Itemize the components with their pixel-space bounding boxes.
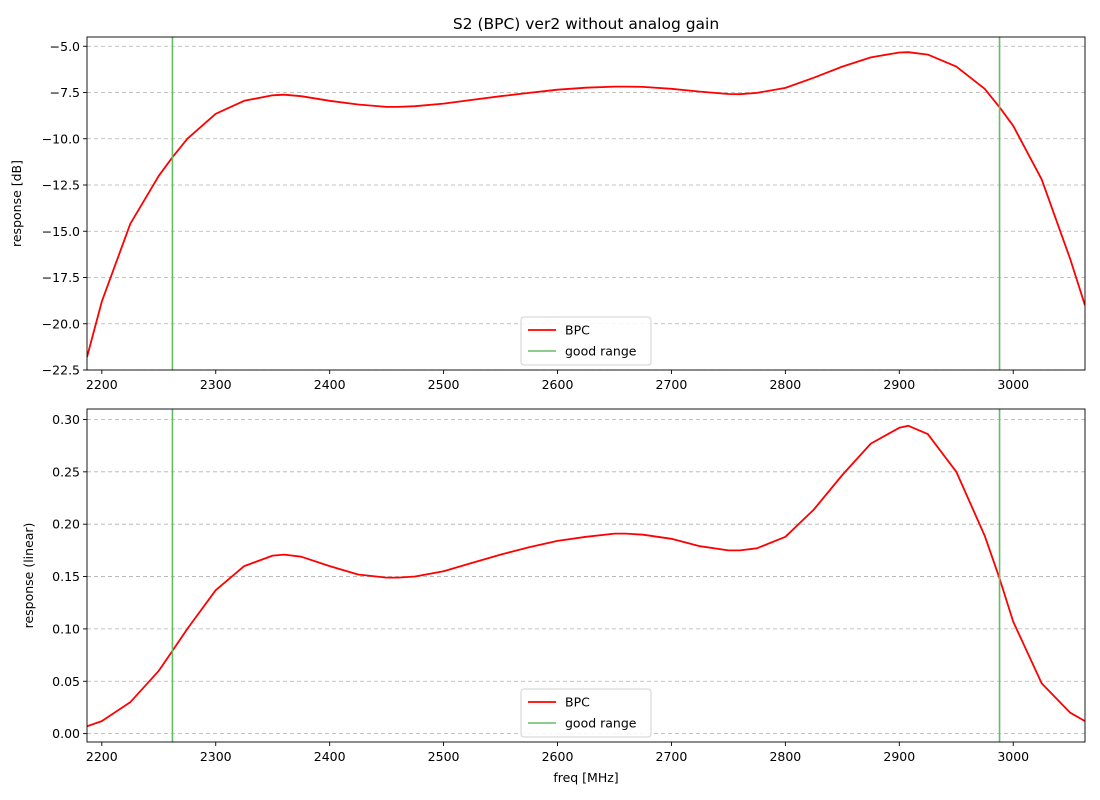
y-tick-label: 0.20 [52,517,80,532]
y-tick-label: −12.5 [42,178,80,193]
y-tick-label: −10.0 [42,131,80,146]
x-tick-label: 2600 [542,377,574,392]
legend-label: good range [565,344,637,359]
plot-frame [86,408,1086,743]
y-tick-label: 0.15 [52,569,80,584]
x-tick-label: 2200 [86,749,118,764]
y-tick-label: −7.5 [50,85,80,100]
x-tick-label: 2300 [200,377,232,392]
x-tick-label: 2500 [428,377,460,392]
y-tick-label: −20.0 [42,316,80,331]
x-tick-label: 2800 [769,749,801,764]
x-tick-label: 3000 [997,377,1029,392]
x-tick-label: 2700 [656,749,688,764]
y-tick-label: −15.0 [42,224,80,239]
y-axis-label: response [dB] [9,160,24,247]
y-tick-label: −22.5 [42,363,80,378]
y-tick-label: 0.30 [52,412,80,427]
chart-panel-db: −22.5 −20.0 −17.5 −15.0 −12.5 −10.0 −7.5 −5.0 22… [9,36,1086,392]
legend-label: BPC [565,323,590,338]
legend: BPC good range [520,688,652,738]
y-tick-label: 0.10 [52,621,80,636]
x-tick-label: 2900 [883,377,915,392]
y-axis-label: response (linear) [21,523,36,629]
x-tick-label: 2500 [428,749,460,764]
x-tick-label: 2400 [314,377,346,392]
x-tick-label: 2700 [656,377,688,392]
x-tick-label: 2400 [314,749,346,764]
legend: BPC good range [520,316,652,366]
series-group [87,37,1085,370]
x-tick-label: 2900 [883,749,915,764]
bpc-line [87,424,1085,728]
plot-frame [86,36,1086,371]
legend-box [520,688,652,738]
chart-panel-linear: 0.00 0.05 0.10 0.15 0.20 0.25 0.30 2200 2300 2400… [21,408,1086,785]
legend-label: BPC [565,695,590,710]
y-tick-label: 0.05 [52,674,80,689]
x-tick-label: 3000 [997,749,1029,764]
x-tick-label: 2800 [769,377,801,392]
x-tick-label: 2200 [86,377,118,392]
legend-label: good range [565,716,637,731]
chart-title: S2 (BPC) ver2 without analog gain [453,15,719,33]
y-tick-label: 0.00 [52,726,80,741]
series-group [87,409,1085,742]
y-tick-label: −5.0 [50,39,80,54]
bpc-line [87,51,1085,358]
x-tick-label: 2600 [542,749,574,764]
legend-box [520,316,652,366]
y-tick-label: −17.5 [42,270,80,285]
x-tick-label: 2300 [200,749,232,764]
y-tick-label: 0.25 [52,464,80,479]
x-axis-label: freq [MHz] [553,770,618,785]
